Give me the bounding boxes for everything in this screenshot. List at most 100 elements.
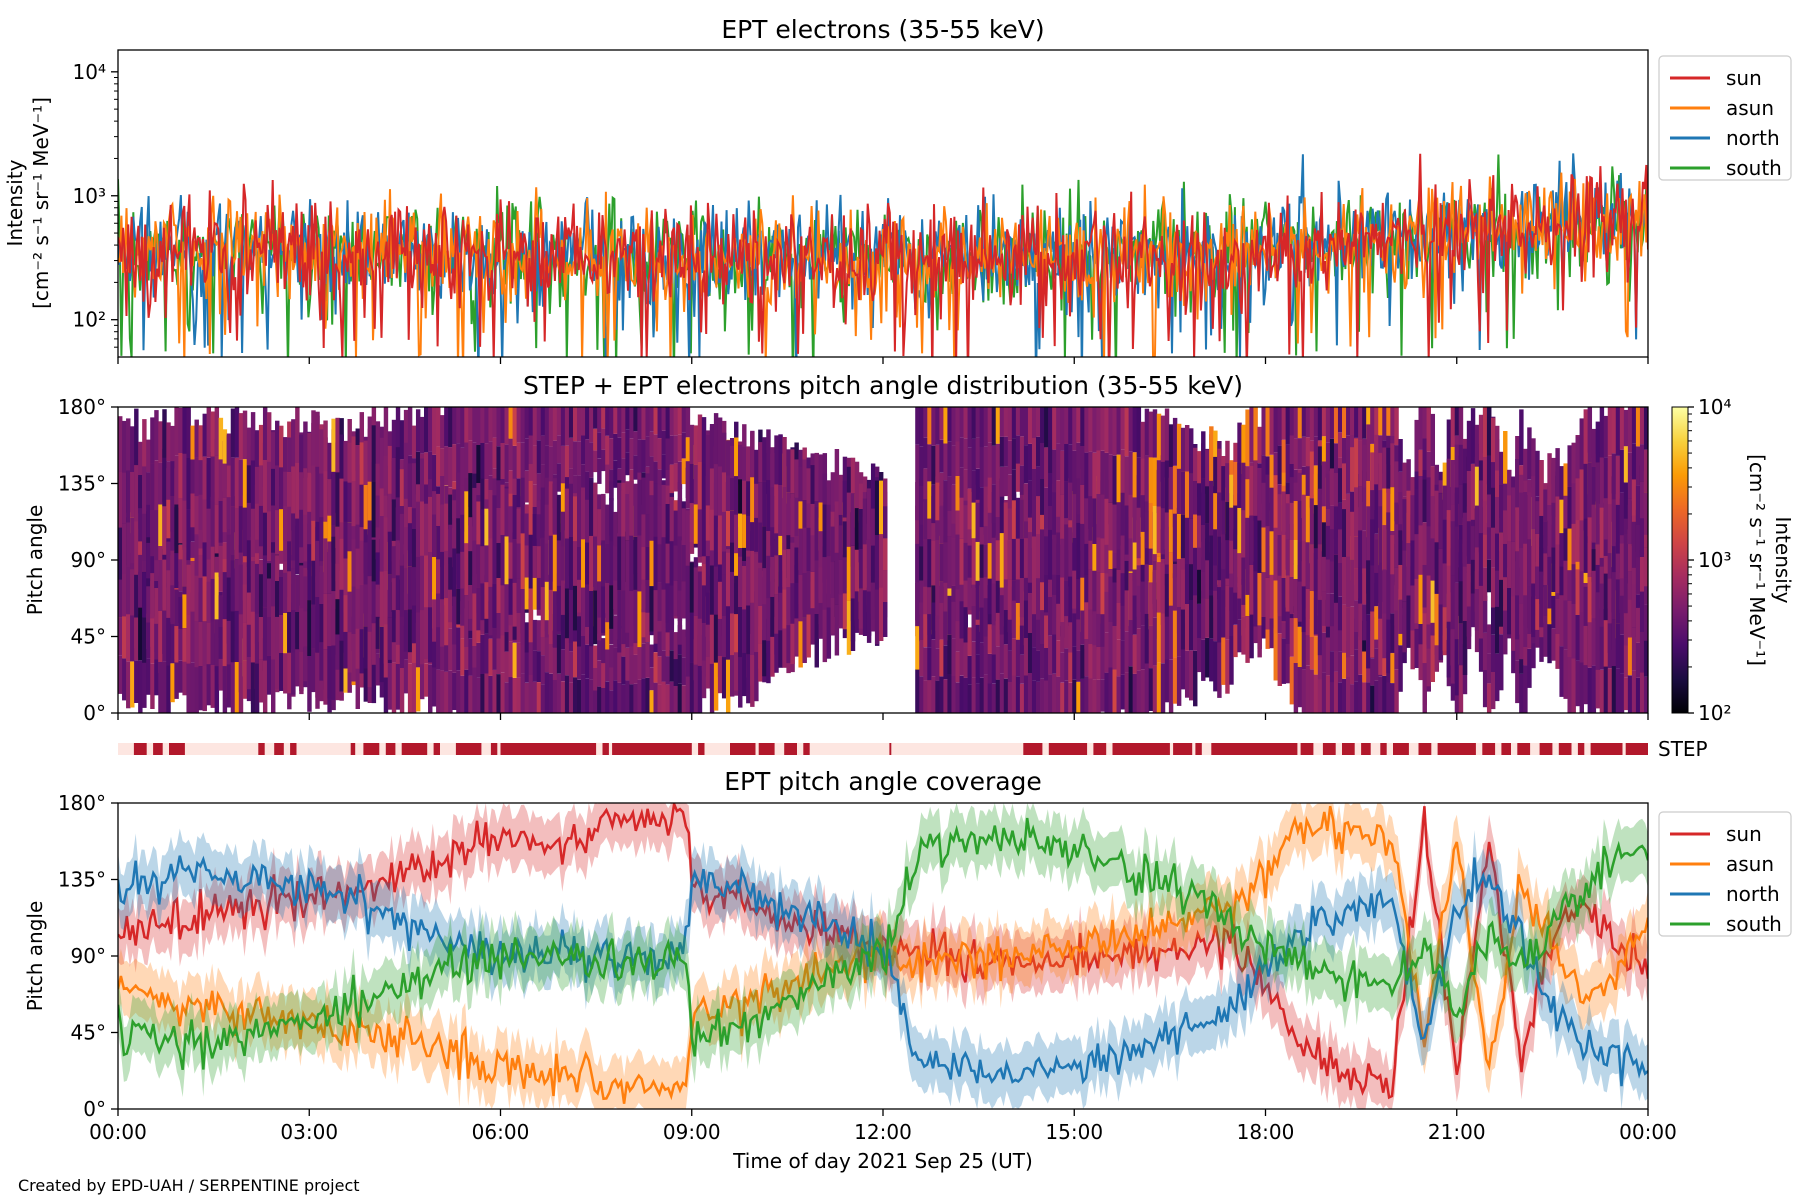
pad-heatmap-cell: [564, 488, 570, 539]
pad-heatmap-cell: [738, 444, 743, 480]
pad-heatmap-cell: [355, 659, 360, 709]
pad-heatmap-cell: [629, 407, 634, 439]
coverage-ylabel: Pitch angle: [23, 901, 47, 1012]
pad-heatmap-cell: [484, 545, 489, 583]
pad-heatmap-cell: [520, 589, 526, 645]
pad-heatmap-cell: [544, 477, 550, 531]
pad-heatmap-cell: [1112, 626, 1117, 670]
pad-heatmap-cell: [1104, 672, 1109, 713]
pad-heatmap-cell: [822, 504, 828, 557]
pad-heatmap-cell: [331, 536, 336, 592]
pad-heatmap-cell: [641, 407, 646, 440]
pad-heatmap-cell: [528, 435, 534, 464]
step-segment-on: [1211, 743, 1298, 755]
coverage-series-south: [118, 817, 1648, 1071]
pad-heatmap-cell: [1201, 639, 1206, 681]
pad-heatmap-cell: [1495, 497, 1500, 534]
pad-heatmap-cell: [1390, 407, 1395, 436]
pad-heatmap-cell: [681, 432, 687, 459]
pad-heatmap-cell: [391, 546, 397, 579]
pad-heatmap-cell: [444, 550, 449, 599]
pad-heatmap-cell: [1450, 521, 1456, 576]
pad-heatmap-cell: [500, 407, 505, 443]
pad-heatmap-cell: [1084, 452, 1089, 499]
pad-heatmap-cell: [234, 610, 240, 662]
step-segment-on: [1418, 743, 1432, 755]
pad-heatmap-cell: [943, 501, 948, 543]
pad-heatmap-cell: [528, 534, 534, 589]
pad-heatmap-cell: [935, 540, 940, 586]
pad-heatmap-cell: [1237, 587, 1242, 620]
pad-heatmap-cell: [134, 617, 139, 661]
pad-heatmap-cell: [572, 441, 578, 476]
pad-heatmap-cell: [649, 540, 654, 587]
pad-heatmap-cell: [456, 627, 461, 671]
pad-heatmap-cell: [1567, 657, 1572, 713]
pad-heatmap-cell: [1398, 645, 1403, 692]
coverage-ytick-label: 90°: [71, 944, 106, 968]
pad-heatmap-cell: [1567, 486, 1572, 529]
pad-heatmap-cell: [621, 656, 626, 685]
step-label: STEP: [1658, 737, 1708, 761]
pad-heatmap-cell: [1064, 648, 1069, 681]
step-segment-on: [1437, 743, 1476, 755]
colorbar-tick-label: 10⁴: [1698, 395, 1731, 419]
pad-heatmap-cell: [919, 446, 924, 486]
pad-heatmap-cell: [536, 440, 542, 474]
pad-heatmap-cell: [1354, 600, 1359, 632]
pad-heatmap-cell: [480, 509, 485, 547]
pad-heatmap-cell: [347, 551, 352, 592]
pad-heatmap-cell: [1366, 614, 1371, 669]
pad-heatmap-cell: [1623, 533, 1629, 578]
pad-heatmap-cell: [275, 581, 280, 617]
pad-heatmap-cell: [1490, 487, 1496, 528]
pad-heatmap-cell: [935, 444, 940, 483]
pad-heatmap-cell: [947, 407, 952, 442]
pad-heatmap-cell: [262, 512, 268, 566]
pad-heatmap-cell: [1354, 407, 1359, 438]
pad-heatmap-cell: [1128, 494, 1134, 539]
pad-heatmap-cell: [617, 682, 622, 713]
pad-heatmap-cell: [1197, 515, 1202, 548]
pad-heatmap-cell: [1643, 676, 1648, 713]
pad-heatmap-cell: [150, 663, 155, 709]
pad-heatmap-cell: [1378, 435, 1383, 464]
pad-heatmap-cell: [150, 618, 155, 664]
legend-label-asun: asun: [1726, 96, 1774, 120]
pad-heatmap-cell: [464, 626, 469, 670]
pad-heatmap-cell: [460, 588, 465, 626]
pad-heatmap-cell: [939, 506, 944, 544]
pad-heatmap-cell: [1297, 626, 1303, 667]
pad-heatmap-cell: [492, 437, 497, 469]
pad-heatmap-cell: [1168, 509, 1174, 553]
pad-heatmap-cell: [1462, 483, 1468, 518]
pad-heatmap-cell: [126, 522, 131, 575]
pad-heatmap-cell: [1599, 407, 1605, 458]
pad-heatmap-cell: [262, 607, 268, 661]
pad-heatmap-cell: [1390, 443, 1395, 488]
pad-heatmap-cell: [1333, 630, 1339, 672]
pad-heatmap-cell: [1325, 473, 1331, 509]
pad-heatmap-cell: [1076, 650, 1081, 682]
pad-heatmap-cell: [1068, 444, 1073, 483]
pad-heatmap-cell: [287, 541, 292, 598]
pad-heatmap-cell: [1317, 544, 1323, 600]
pad-heatmap-cell: [653, 652, 658, 683]
pad-heatmap-cell: [955, 682, 960, 713]
pad-heatmap-cell: [1317, 407, 1323, 441]
pad-heatmap-cell: [641, 514, 646, 547]
pad-heatmap-cell: [315, 411, 320, 467]
pad-heatmap-cell: [1490, 567, 1496, 608]
pad-heatmap-cell: [641, 547, 646, 580]
pad-heatmap-cell: [1197, 483, 1202, 516]
pad-heatmap-cell: [657, 407, 662, 439]
pad-heatmap-cell: [1507, 469, 1512, 503]
pad-heatmap-cell: [242, 584, 248, 623]
pad-heatmap-cell: [504, 536, 509, 585]
pad-heatmap-cell: [585, 471, 590, 504]
pad-heatmap-cell: [226, 620, 232, 665]
pad-heatmap-cell: [577, 613, 582, 647]
pad-heatmap-cell: [597, 545, 602, 582]
pad-heatmap-cell: [1362, 568, 1367, 605]
pad-heatmap-cell: [617, 437, 622, 469]
